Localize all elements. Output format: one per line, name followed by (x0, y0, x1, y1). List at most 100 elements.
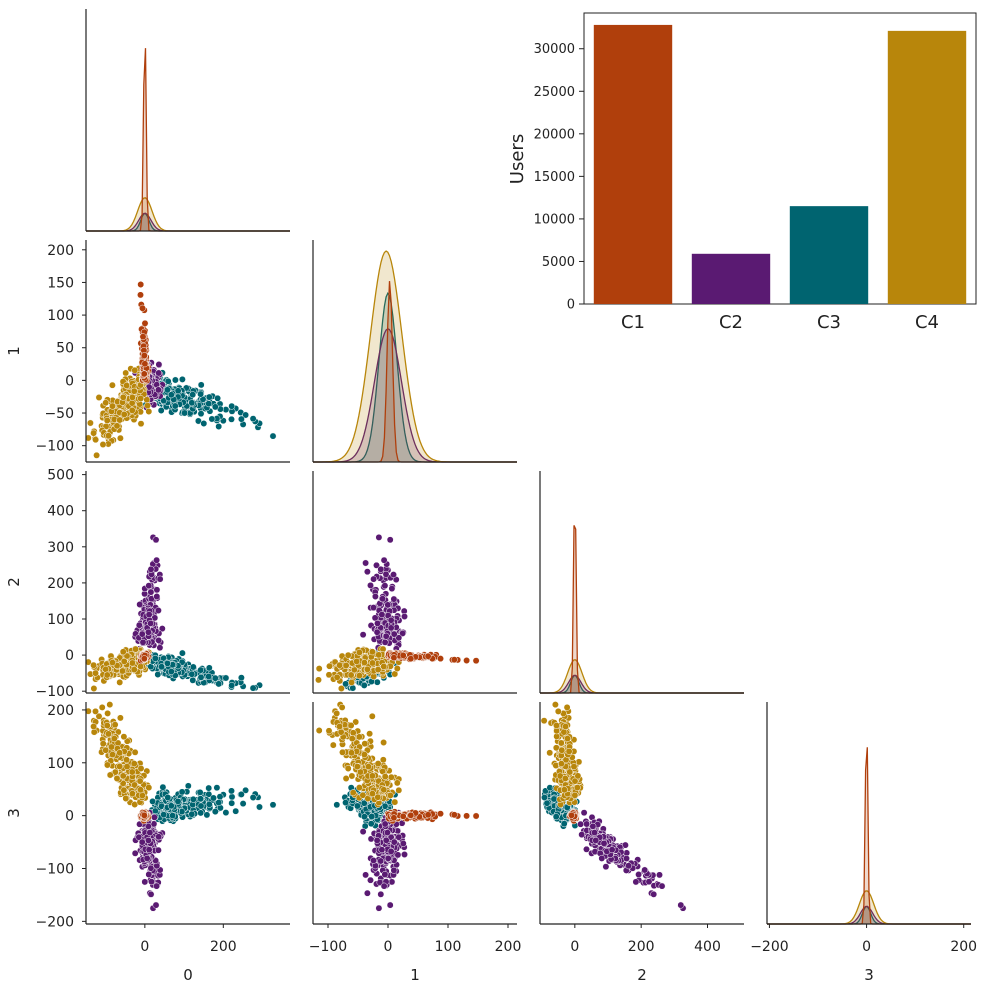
point-c2 (136, 601, 144, 608)
point-c1 (472, 657, 480, 665)
kde-line-c1 (86, 48, 290, 232)
point-c3 (154, 671, 162, 678)
point-c2 (656, 871, 663, 879)
bar-ytick-label: 20000 (534, 127, 575, 142)
point-c4 (366, 730, 374, 738)
point-c4 (374, 666, 382, 674)
point-c3 (197, 666, 205, 674)
bar-ytick-label: 30000 (534, 42, 575, 57)
point-c4 (108, 743, 115, 751)
point-c2 (135, 621, 143, 629)
point-c3 (189, 676, 197, 684)
kde-fill-c1 (86, 48, 290, 231)
point-c3 (160, 811, 168, 819)
point-c4 (90, 429, 98, 437)
point-c3 (164, 659, 171, 667)
point-c2 (387, 847, 395, 855)
point-c4 (130, 760, 138, 768)
point-c3 (188, 399, 196, 407)
ytick-label: 50 (56, 341, 74, 357)
point-c2 (388, 585, 396, 593)
point-c3 (164, 794, 172, 801)
point-c3 (550, 795, 558, 803)
point-c1 (463, 657, 471, 664)
point-c2 (155, 369, 163, 377)
point-c1 (141, 360, 149, 368)
bar-xtick-label: C4 (915, 312, 939, 333)
point-c2 (359, 631, 367, 639)
kde-line-c4 (86, 197, 290, 232)
point-c3 (222, 809, 230, 817)
point-c4 (369, 790, 376, 798)
point-c4 (368, 648, 376, 656)
point-c3 (197, 802, 205, 810)
point-c3 (228, 681, 236, 689)
bar-xtick-label: C2 (719, 312, 743, 333)
point-c1 (399, 812, 407, 820)
point-c4 (92, 669, 99, 677)
point-c4 (99, 441, 107, 448)
point-c1 (141, 319, 149, 327)
point-c2 (377, 857, 385, 865)
point-c1 (450, 656, 458, 664)
point-c3 (174, 797, 182, 805)
point-c1 (437, 810, 444, 818)
point-c2 (380, 882, 388, 890)
point-c4 (333, 673, 341, 681)
point-c3 (353, 802, 361, 810)
point-c3 (360, 681, 368, 689)
point-c2 (153, 593, 161, 600)
bar-c1 (593, 24, 673, 304)
point-c4 (95, 394, 103, 401)
point-c3 (210, 794, 217, 802)
point-c2 (138, 838, 146, 846)
point-c3 (216, 793, 224, 801)
point-c1 (390, 654, 398, 662)
point-c4 (349, 789, 357, 797)
point-c4 (325, 727, 333, 735)
point-c2 (363, 889, 371, 897)
xtick-label: 200 (210, 939, 237, 955)
point-c2 (381, 582, 389, 590)
point-c4 (116, 749, 124, 757)
ytick-label: 200 (47, 703, 74, 719)
point-c4 (347, 671, 355, 679)
point-c4 (365, 763, 372, 771)
point-c2 (390, 595, 398, 603)
point-c4 (122, 369, 130, 377)
point-c3 (239, 800, 247, 808)
bar-c3 (789, 206, 869, 304)
point-c4 (360, 751, 368, 759)
point-c4 (360, 659, 368, 667)
point-c4 (90, 723, 98, 730)
point-c4 (119, 393, 127, 401)
ytick-label: 200 (47, 576, 74, 592)
ytick-label: 0 (65, 373, 74, 389)
point-c4 (380, 663, 388, 670)
point-c2 (153, 556, 161, 564)
point-c3 (214, 394, 222, 402)
ytick-label: 100 (47, 756, 74, 772)
point-c3 (197, 381, 205, 389)
point-c3 (249, 794, 257, 801)
point-c3 (188, 810, 196, 818)
point-c4 (128, 659, 136, 667)
point-c4 (120, 410, 128, 418)
point-c2 (377, 890, 385, 898)
point-c4 (92, 436, 100, 444)
kde-line-c2 (86, 212, 290, 232)
pair-plot: 200150100500−50−10015004003002001000−100… (5, 9, 977, 982)
ytick-label: 100 (47, 612, 74, 628)
point-c2 (390, 630, 398, 638)
point-c4 (86, 419, 94, 427)
point-c2 (152, 536, 160, 544)
point-c4 (103, 722, 111, 729)
point-c4 (338, 703, 346, 711)
point-c3 (367, 820, 375, 828)
point-c2 (401, 851, 408, 858)
point-c3 (333, 801, 341, 809)
point-c3 (158, 663, 166, 671)
point-c4 (122, 795, 130, 802)
point-c3 (215, 680, 223, 688)
point-c2 (156, 644, 164, 652)
